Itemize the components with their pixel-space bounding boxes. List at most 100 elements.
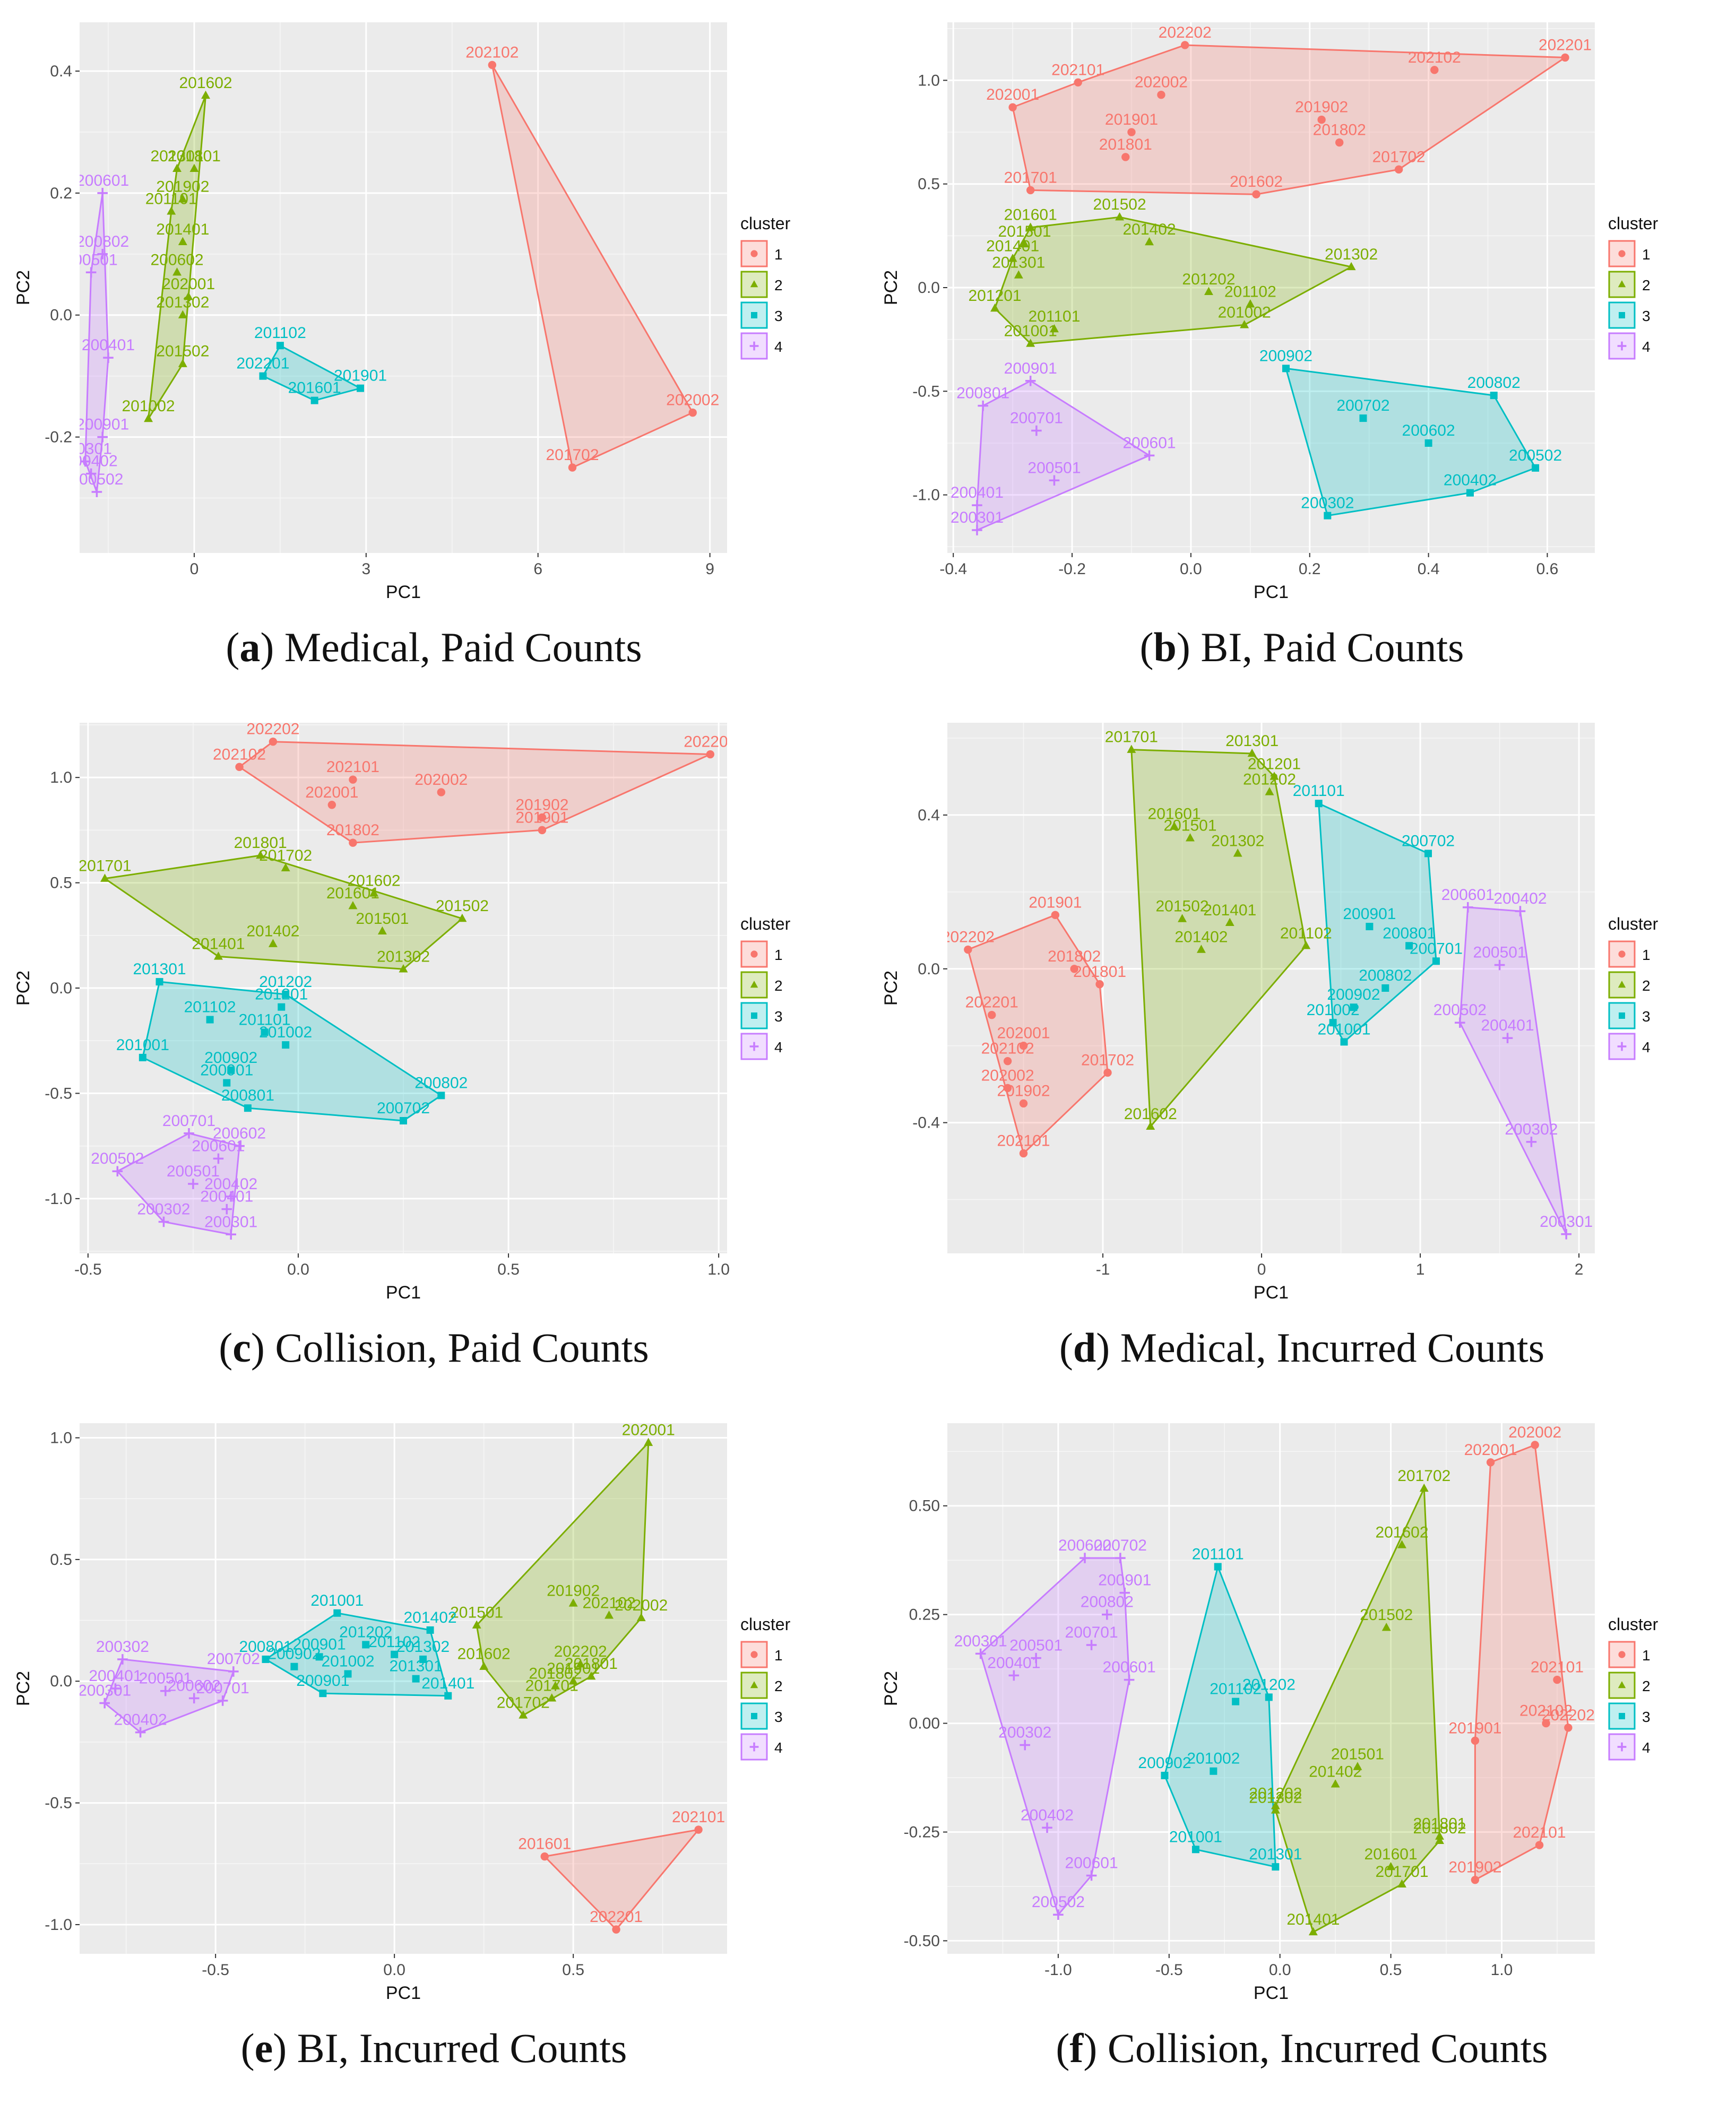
point-200902-d xyxy=(1350,1003,1358,1011)
legend-label-3-a: 3 xyxy=(774,308,783,324)
point-201401-b xyxy=(1008,254,1017,262)
point-200701-f xyxy=(1086,1640,1097,1650)
point-200702-e xyxy=(228,1666,239,1677)
y-tick-label-d: 0.4 xyxy=(918,807,940,824)
point-200702-d xyxy=(1424,850,1432,858)
cluster-3-hull-e xyxy=(264,1612,449,1697)
legend-marker-1-d xyxy=(1618,950,1626,958)
point-label-201501-d: 201501 xyxy=(1163,817,1216,834)
point-201801-e xyxy=(586,1671,596,1680)
point-202101-f xyxy=(1553,1675,1561,1684)
x-tick-label-a: 0 xyxy=(190,560,199,578)
point-label-200601-c: 200601 xyxy=(192,1137,245,1155)
cluster-1-hull-e xyxy=(543,1829,699,1930)
point-label-201202-c: 201202 xyxy=(259,973,312,991)
point-201502-b xyxy=(1115,212,1125,221)
point-202001-b xyxy=(1008,103,1017,111)
point-label-202102-e: 202102 xyxy=(583,1594,636,1612)
point-201301-a xyxy=(172,163,182,172)
point-label-200701-d: 200701 xyxy=(1410,940,1463,957)
point-200701-d xyxy=(1432,957,1440,965)
point-201301-b xyxy=(1014,270,1023,279)
point-200302-e xyxy=(117,1654,128,1665)
y-tick-label-c: -0.5 xyxy=(45,1085,72,1102)
point-label-201101-d: 201101 xyxy=(1293,782,1345,800)
legend-label-1-a: 1 xyxy=(774,246,783,263)
point-200801-b xyxy=(978,400,988,411)
point-200702-b xyxy=(1359,414,1367,422)
x-axis-title-d: PC1 xyxy=(1254,1283,1289,1303)
point-201801-b xyxy=(1121,153,1130,161)
point-label-200901-b: 200901 xyxy=(1004,360,1057,377)
point-label-200401-d: 200401 xyxy=(1481,1017,1534,1034)
cluster-1-hull-c xyxy=(238,741,711,844)
point-label-202201-b: 202201 xyxy=(1539,36,1592,54)
legend-marker-1-a xyxy=(750,250,758,257)
point-201902-a xyxy=(178,194,187,203)
legend-marker-1-e xyxy=(750,1651,758,1658)
caption-b: (b) BI, Paid Counts xyxy=(1139,624,1464,670)
point-202002-d xyxy=(1003,1084,1012,1093)
point-label-200702-f: 200702 xyxy=(1094,1537,1147,1554)
point-201502-c xyxy=(457,913,467,922)
caption-letter-d: d xyxy=(1073,1324,1096,1371)
point-label-200802-b: 200802 xyxy=(1467,374,1521,392)
point-201401-f xyxy=(1308,1927,1318,1936)
point-label-201301-e: 201301 xyxy=(390,1658,443,1675)
point-200402-c xyxy=(226,1191,236,1202)
point-label-200901-a: 200901 xyxy=(76,416,129,434)
point-201301-c xyxy=(156,978,163,986)
point-200802-f xyxy=(1102,1609,1112,1620)
caption-title-e: BI, Incurred Counts xyxy=(297,2025,627,2071)
legend-label-3-e: 3 xyxy=(774,1709,783,1725)
point-label-200901-e: 200901 xyxy=(296,1672,349,1690)
legend-label-1-c: 1 xyxy=(774,947,783,963)
point-201502-a xyxy=(178,359,187,367)
point-label-200401-c: 200401 xyxy=(200,1188,253,1206)
point-201602-a xyxy=(201,90,210,99)
point-label-200402-b: 200402 xyxy=(1444,472,1497,489)
point-201702-e xyxy=(519,1710,528,1719)
point-label-200601-f: 200601 xyxy=(1103,1659,1156,1676)
point-202102-b xyxy=(1430,66,1439,74)
point-202002-b xyxy=(1157,91,1165,99)
point-202102-d xyxy=(1003,1057,1012,1066)
x-tick-label-c: 0.0 xyxy=(287,1261,309,1278)
legend-marker-4-d xyxy=(1617,1042,1627,1051)
point-201302-e xyxy=(419,1655,427,1663)
legend-title-f: cluster xyxy=(1608,1615,1659,1634)
point-201701-c xyxy=(100,873,110,882)
x-tick-label-e: 0.5 xyxy=(562,1961,584,1979)
y-tick-label-e: -0.5 xyxy=(45,1795,72,1812)
point-200301-a xyxy=(80,456,91,467)
point-label-201101-a: 201101 xyxy=(145,190,197,207)
point-label-201901-e: 201901 xyxy=(547,1660,600,1677)
chart-d: -1 0 1 2-0.40.00.4PC1PC22019012022022018022… xyxy=(881,723,1659,1303)
point-label-201302-c: 201302 xyxy=(377,948,430,965)
cluster-3-hull-f xyxy=(1163,1565,1276,1868)
point-label-201101-b: 201101 xyxy=(1029,308,1081,325)
point-label-200301-a: 200301 xyxy=(59,440,112,458)
point-label-200502-b: 200502 xyxy=(1509,447,1562,464)
point-201902-d xyxy=(1019,1099,1028,1108)
point-label-201301-f: 201301 xyxy=(1249,1846,1302,1863)
point-label-202201-a: 202201 xyxy=(236,355,289,373)
point-label-202202-c: 202202 xyxy=(246,721,299,738)
point-label-200901-c: 200901 xyxy=(200,1062,253,1079)
point-label-201302-b: 201302 xyxy=(1325,246,1378,263)
point-200601-f xyxy=(1086,1870,1097,1881)
point-label-202102-f: 202102 xyxy=(1519,1702,1573,1720)
grid-c xyxy=(80,723,727,1253)
y-axis-title-a: PC2 xyxy=(13,270,33,305)
point-label-201702-e: 201702 xyxy=(497,1694,550,1711)
point-label-201302-f: 201302 xyxy=(1249,1789,1302,1807)
point-label-200801-b: 200801 xyxy=(956,385,1009,402)
point-label-201902-b: 201902 xyxy=(1295,99,1348,116)
point-label-201602-e: 201602 xyxy=(457,1646,511,1663)
legend-title-a: cluster xyxy=(740,214,791,233)
point-label-202101-c: 202101 xyxy=(326,758,379,776)
legend-label-2-f: 2 xyxy=(1642,1678,1651,1694)
point-202201-a xyxy=(259,372,267,380)
point-201801-d xyxy=(1095,980,1104,989)
point-label-201601-c: 201601 xyxy=(326,885,379,902)
